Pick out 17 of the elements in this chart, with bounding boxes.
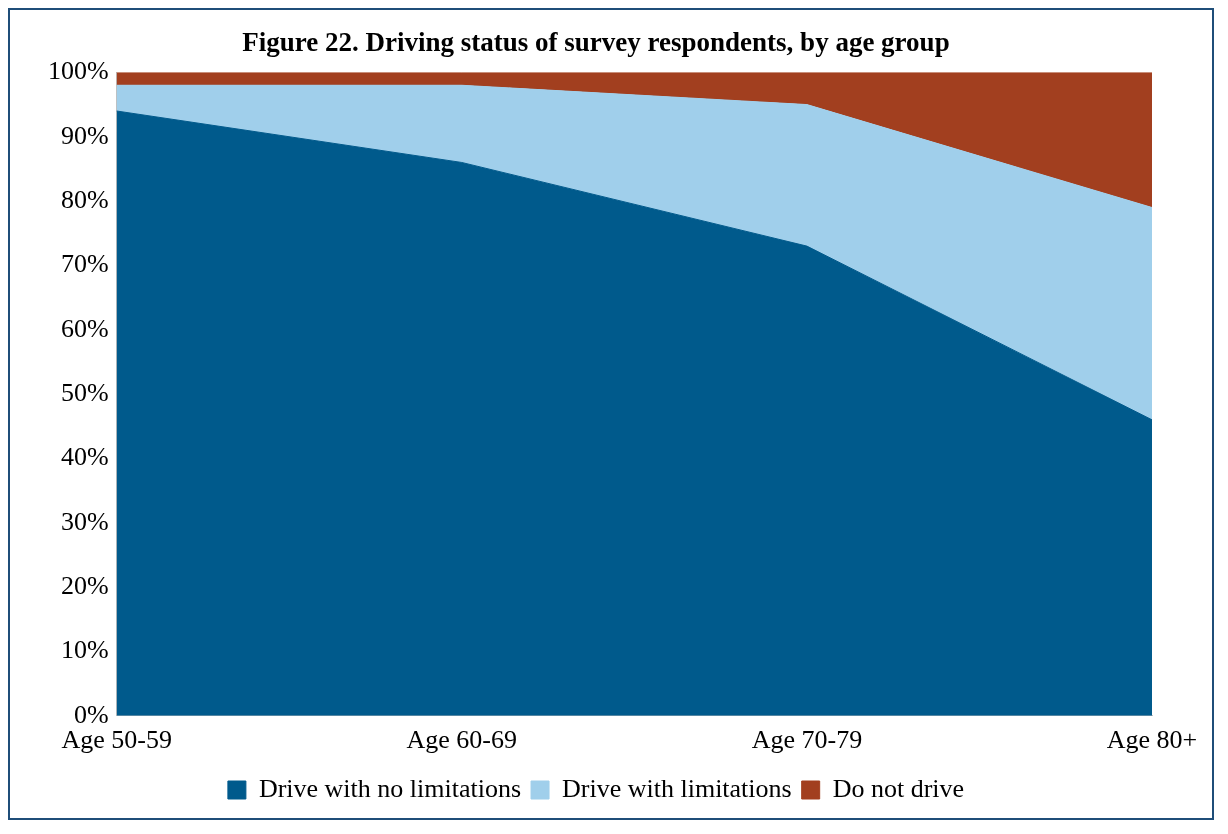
y-tick-label: 40% <box>60 442 109 472</box>
y-tick-label: 60% <box>60 313 109 343</box>
y-tick-label: 10% <box>60 635 109 665</box>
legend-label: Do not drive <box>832 773 965 803</box>
y-tick-label: 30% <box>60 506 109 536</box>
chart-title: Figure 22. Driving status of survey respondents, by age group <box>242 27 950 58</box>
x-tick-label: Age 70-79 <box>751 725 863 755</box>
y-tick-label: 70% <box>60 249 109 279</box>
legend-label: Drive with limitations <box>562 773 792 803</box>
y-tick-label: 80% <box>60 184 109 214</box>
y-tick-label: 20% <box>60 570 109 600</box>
y-tick-label: 90% <box>60 120 109 150</box>
legend-label: Drive with no limitations <box>258 773 522 803</box>
y-tick-label: 50% <box>60 377 109 407</box>
y-tick-label: 100% <box>47 56 109 86</box>
x-tick-label: Age 60-69 <box>406 725 518 755</box>
x-tick-label: Age 80+ <box>1106 725 1198 755</box>
